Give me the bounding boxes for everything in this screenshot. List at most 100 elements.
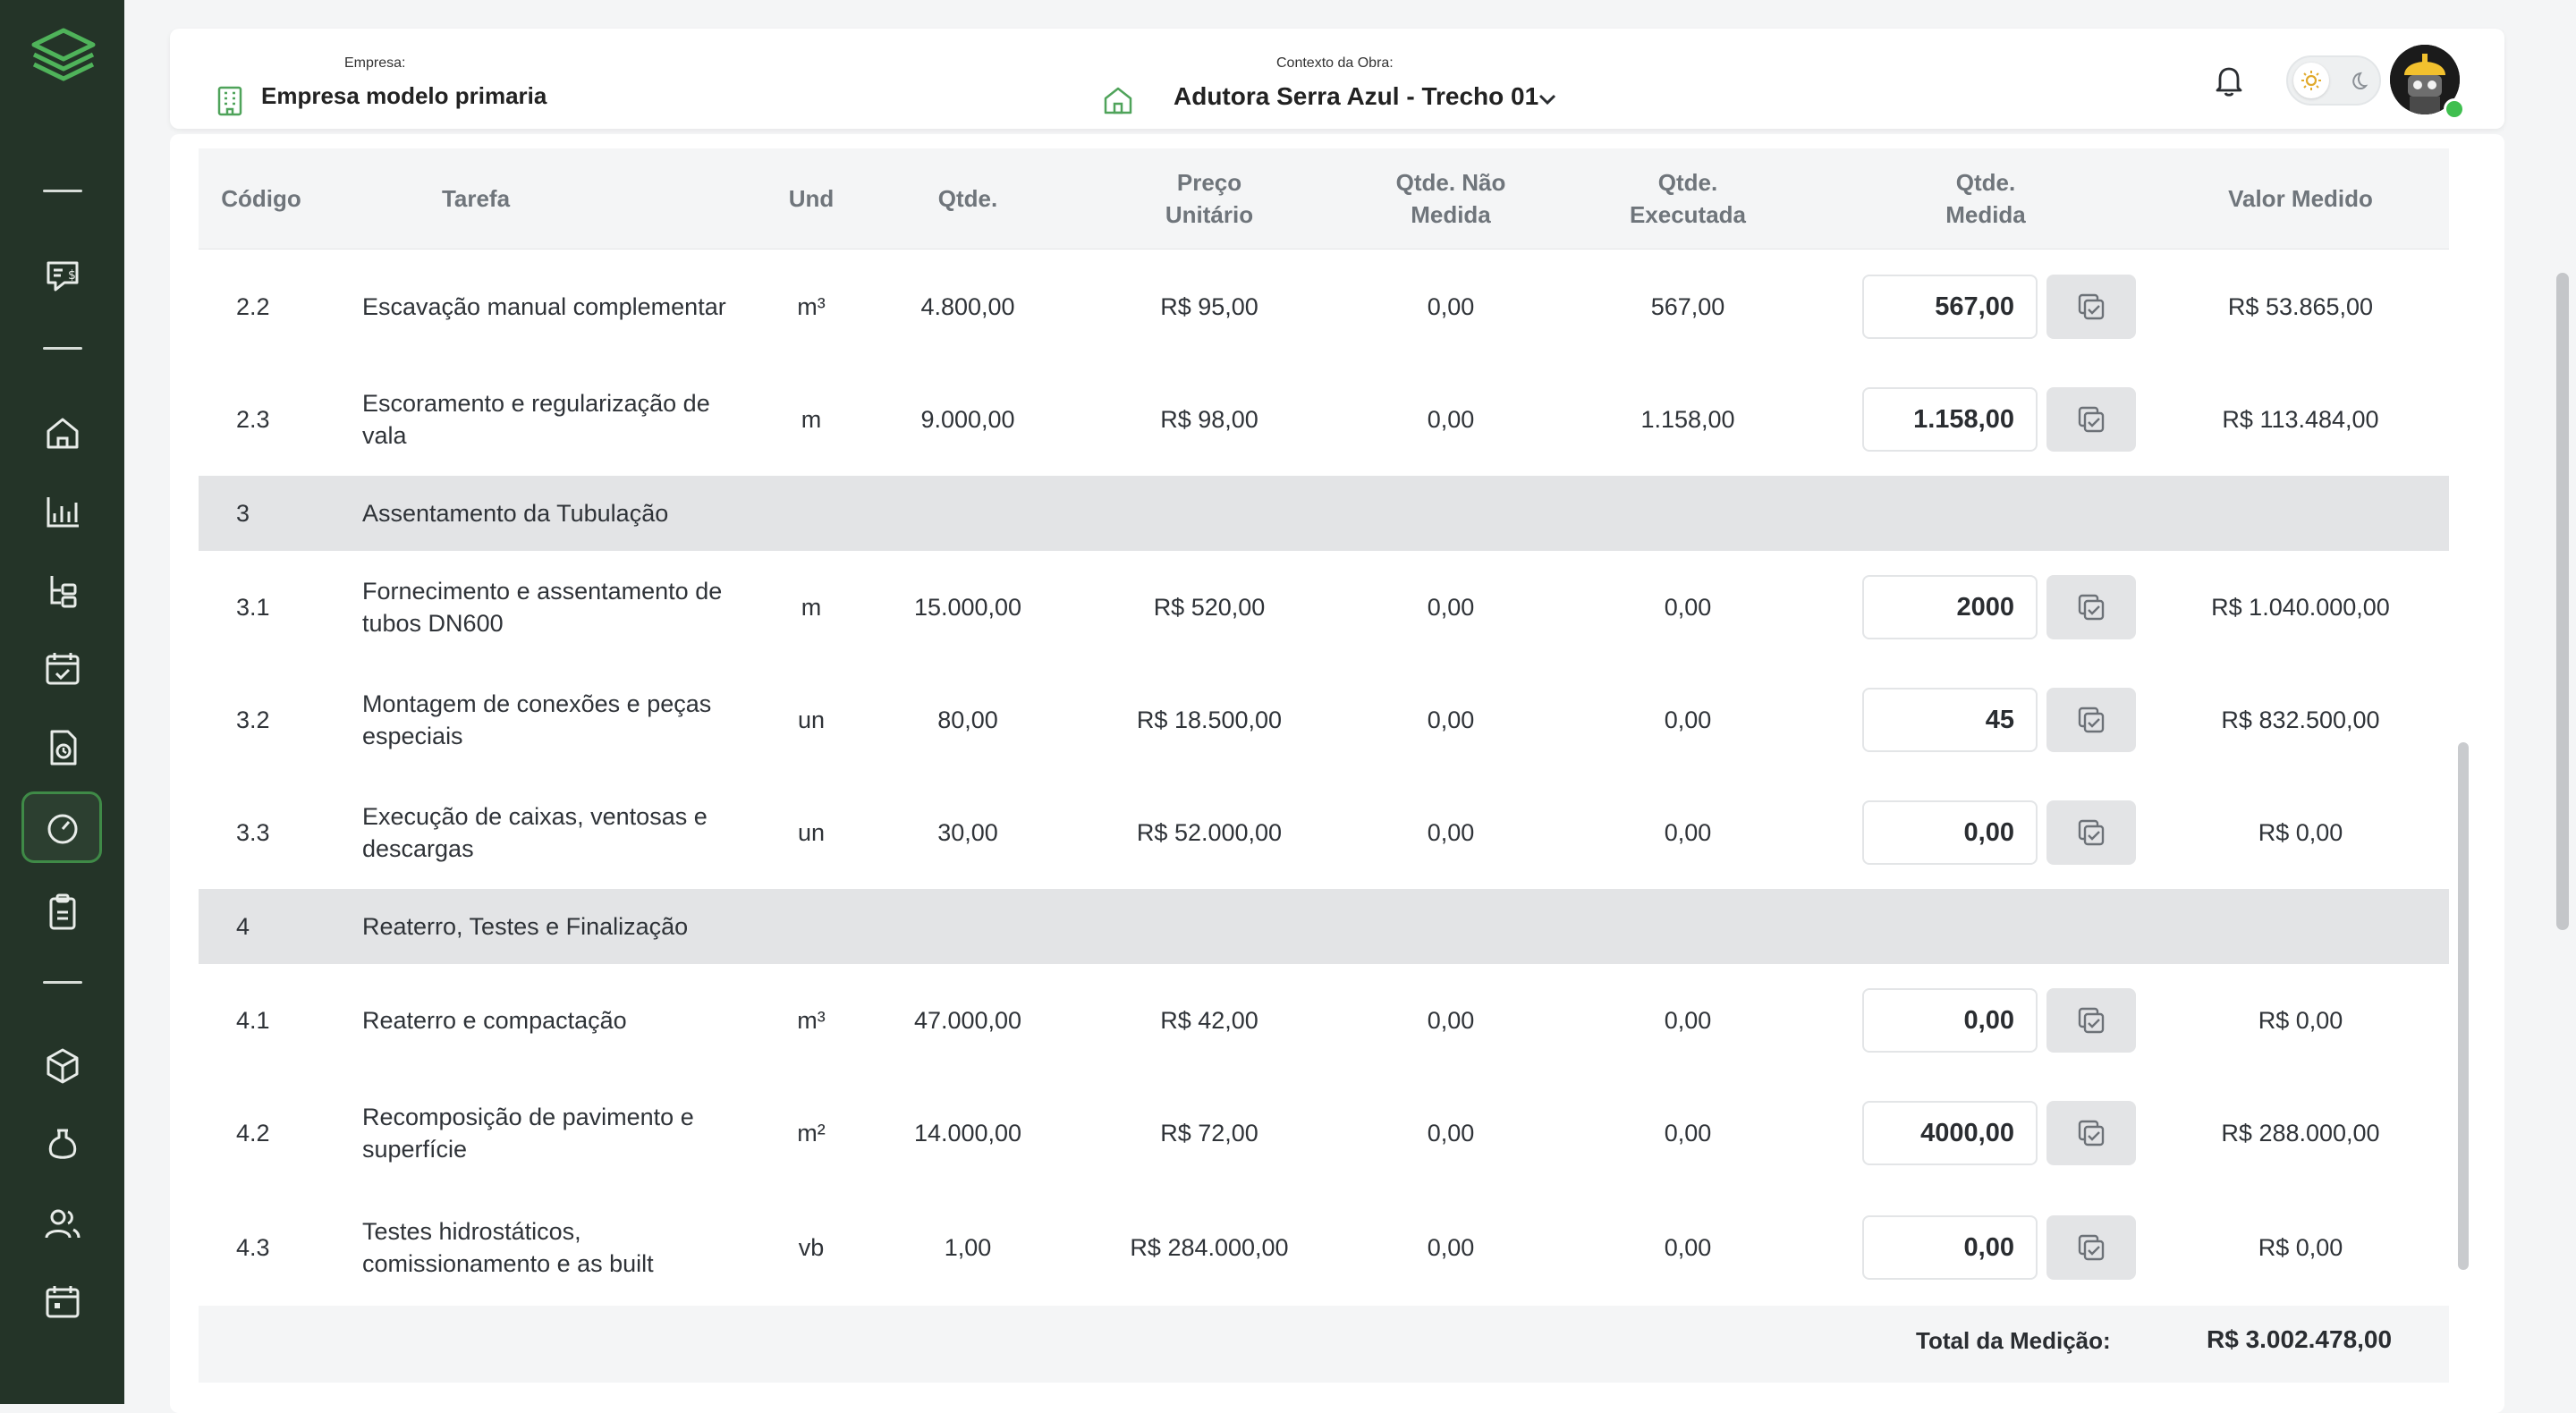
- group-row: 4 Reaterro, Testes e Finalização: [199, 889, 2449, 964]
- cell-executed: 0,00: [1664, 1234, 1712, 1261]
- cell-code: 4.2: [236, 1120, 270, 1146]
- cell-not-measured: 0,00: [1427, 594, 1475, 621]
- cell-not-measured: 0,00: [1427, 406, 1475, 433]
- col-qtde-medida: Qtde. Medida: [1945, 169, 2026, 228]
- sidebar-separator: [43, 347, 82, 350]
- bar-chart-icon[interactable]: [41, 490, 84, 533]
- cell-unit: m: [801, 406, 822, 433]
- box-icon[interactable]: [41, 1045, 84, 1087]
- col-valor-medido: Valor Medido: [2228, 185, 2373, 212]
- cell-not-measured: 0,00: [1427, 1007, 1475, 1034]
- table-row: 2.3 Escoramento e regularização de vala m 9…: [199, 363, 2449, 477]
- group-code: 3: [236, 500, 250, 527]
- copy-executed-button[interactable]: [2046, 988, 2136, 1053]
- online-status-dot: [2444, 98, 2465, 120]
- hierarchy-icon[interactable]: [41, 569, 84, 612]
- cell-value: R$ 0,00: [2258, 1234, 2343, 1261]
- cell-price: R$ 42,00: [1160, 1007, 1258, 1034]
- cell-executed: 567,00: [1650, 293, 1725, 320]
- cell-value: R$ 832.500,00: [2221, 706, 2380, 733]
- calendar-check-icon[interactable]: [41, 647, 84, 690]
- group-row: 3 Assentamento da Tubulação: [199, 476, 2449, 551]
- moon-icon: [2345, 70, 2368, 93]
- cell-value: R$ 0,00: [2258, 819, 2343, 846]
- building-icon: [213, 84, 247, 118]
- context-selector[interactable]: Adutora Serra Azul - Trecho 01: [1174, 82, 1539, 110]
- cell-price: R$ 284.000,00: [1130, 1234, 1289, 1261]
- company-name[interactable]: Empresa modelo primaria: [261, 82, 547, 109]
- measured-qty-input[interactable]: 4000,00: [1862, 1101, 2038, 1165]
- copy-executed-button[interactable]: [2046, 688, 2136, 752]
- cell-value: R$ 288.000,00: [2221, 1120, 2380, 1146]
- copy-check-icon: [2078, 819, 2105, 846]
- total-row: Total da Medição: R$ 3.002.478,00: [199, 1306, 2449, 1383]
- user-avatar[interactable]: [2390, 45, 2460, 114]
- file-clock-icon[interactable]: [41, 726, 84, 769]
- cell-qty: 15.000,00: [913, 594, 1022, 621]
- copy-check-icon: [2078, 406, 2105, 433]
- copy-executed-button[interactable]: [2046, 1101, 2136, 1165]
- chevron-down-icon[interactable]: [1534, 86, 1561, 113]
- gauge-icon[interactable]: [41, 806, 84, 849]
- measured-qty-input[interactable]: 2000: [1862, 575, 2038, 639]
- cell-unit: m²: [797, 1120, 826, 1146]
- cell-price: R$ 98,00: [1160, 406, 1258, 433]
- clipboard-icon[interactable]: [41, 891, 84, 934]
- cell-task: Montagem de conexões e peças especiais: [362, 690, 712, 749]
- cell-unit: un: [797, 819, 826, 846]
- context-label: Contexto da Obra:: [1276, 55, 1394, 71]
- col-qtde-executada: Qtde. Executada: [1629, 169, 1747, 228]
- group-code: 4: [236, 913, 250, 940]
- cell-code: 3.3: [236, 819, 270, 846]
- cell-executed: 0,00: [1664, 706, 1712, 733]
- measured-qty-input[interactable]: 1.158,00: [1862, 387, 2038, 452]
- copy-executed-button[interactable]: [2046, 575, 2136, 639]
- beaker-icon[interactable]: [41, 1123, 84, 1166]
- copy-executed-button[interactable]: [2046, 387, 2136, 452]
- cell-executed: 0,00: [1664, 819, 1712, 846]
- home-icon[interactable]: [41, 411, 84, 454]
- notification-bell-icon[interactable]: [2209, 61, 2249, 100]
- total-label: Total da Medição:: [1916, 1327, 2111, 1354]
- copy-check-icon: [2078, 293, 2105, 320]
- col-qtde-nao-medida: Qtde. Não Medida: [1395, 169, 1506, 228]
- receipt-dollar-icon[interactable]: $: [41, 254, 84, 297]
- sun-icon: [2300, 69, 2323, 92]
- measured-qty-input[interactable]: 567,00: [1862, 275, 2038, 339]
- theme-toggle[interactable]: [2286, 55, 2381, 106]
- cell-code: 3.2: [236, 706, 270, 733]
- cell-value: R$ 0,00: [2258, 1007, 2343, 1034]
- cell-unit: un: [797, 706, 826, 733]
- cell-qty: 30,00: [937, 819, 998, 846]
- total-value: R$ 3.002.478,00: [2207, 1325, 2393, 1353]
- measured-qty-input[interactable]: 0,00: [1862, 988, 2038, 1053]
- cell-not-measured: 0,00: [1427, 706, 1475, 733]
- cell-task: Escavação manual complementar: [362, 293, 726, 320]
- measured-qty-input[interactable]: 0,00: [1862, 1215, 2038, 1280]
- sidebar-active-highlight: [21, 791, 102, 863]
- cell-value: R$ 113.484,00: [2222, 406, 2379, 433]
- cell-task: Execução de caixas, ventosas e descargas: [362, 803, 708, 862]
- cell-qty: 1,00: [944, 1234, 992, 1261]
- svg-text:$: $: [68, 268, 76, 283]
- col-codigo: Código: [221, 185, 301, 212]
- copy-executed-button[interactable]: [2046, 800, 2136, 865]
- copy-executed-button[interactable]: [2046, 1215, 2136, 1280]
- cell-executed: 0,00: [1664, 1007, 1712, 1034]
- cell-unit: vb: [798, 1234, 825, 1261]
- page-scrollbar-thumb[interactable]: [2556, 273, 2569, 930]
- cell-code: 2.3: [236, 406, 270, 433]
- calendar-icon[interactable]: [41, 1281, 84, 1324]
- cell-unit: m³: [797, 293, 826, 320]
- measured-qty-input[interactable]: 0,00: [1862, 800, 2038, 865]
- logo-layers-icon[interactable]: [29, 25, 98, 88]
- table-row: 4.1 Reaterro e compactação m³ 47.000,00 R$ 4…: [199, 964, 2449, 1078]
- table-scrollbar[interactable]: [2458, 742, 2469, 1270]
- copy-executed-button[interactable]: [2046, 275, 2136, 339]
- users-icon[interactable]: [41, 1202, 84, 1245]
- cell-executed: 0,00: [1664, 1120, 1712, 1146]
- cell-qty: 9.000,00: [920, 406, 1015, 433]
- measured-qty-input[interactable]: 45: [1862, 688, 2038, 752]
- sidebar: $: [0, 0, 124, 1404]
- group-title: Reaterro, Testes e Finalização: [362, 913, 689, 940]
